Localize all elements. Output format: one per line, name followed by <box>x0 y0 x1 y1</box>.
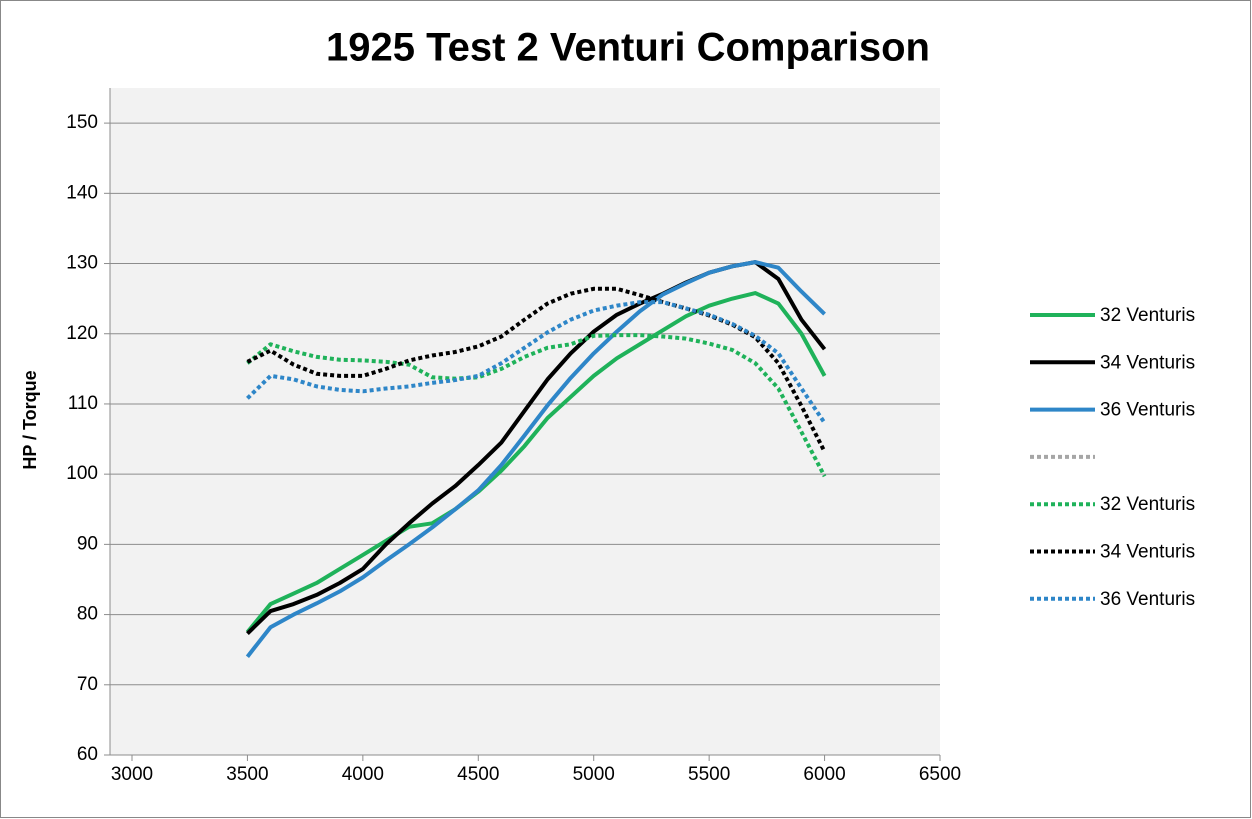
y-tick-label: 70 <box>77 674 98 695</box>
y-axis-label: HP / Torque <box>20 370 40 469</box>
x-tick-label: 4500 <box>457 764 499 785</box>
y-tick-label: 130 <box>66 253 98 274</box>
y-tick-label: 120 <box>66 323 98 344</box>
x-tick-label: 5500 <box>688 764 730 785</box>
x-tick-label: 4000 <box>342 764 384 785</box>
y-tick-label: 100 <box>66 463 98 484</box>
y-tick-label: 60 <box>77 744 98 765</box>
legend-label: 36 Venturis <box>1100 589 1195 610</box>
series-line <box>245 291 827 634</box>
x-tick-label: 3000 <box>111 764 153 785</box>
chart-title: 1925 Test 2 Venturi Comparison <box>326 26 930 70</box>
legend-label: 34 Venturis <box>1100 542 1195 563</box>
series-line <box>246 300 827 425</box>
y-tick-label: 150 <box>66 112 98 133</box>
x-tick-label: 6500 <box>919 764 961 785</box>
plot-area <box>110 88 940 755</box>
legend-label: 34 Venturis <box>1100 352 1195 373</box>
y-tick-label: 90 <box>77 533 98 554</box>
y-tick-label: 140 <box>66 182 98 203</box>
legend-label: 32 Venturis <box>1100 494 1195 515</box>
legend-label: 36 Venturis <box>1100 400 1195 421</box>
x-tick-label: 6000 <box>803 764 845 785</box>
x-tick-label: 3500 <box>226 764 268 785</box>
y-tick-label: 110 <box>68 393 98 414</box>
x-tick-label: 5000 <box>573 764 615 785</box>
series-line <box>245 260 826 658</box>
y-tick-label: 80 <box>77 604 98 625</box>
legend-label: 32 Venturis <box>1100 305 1195 326</box>
